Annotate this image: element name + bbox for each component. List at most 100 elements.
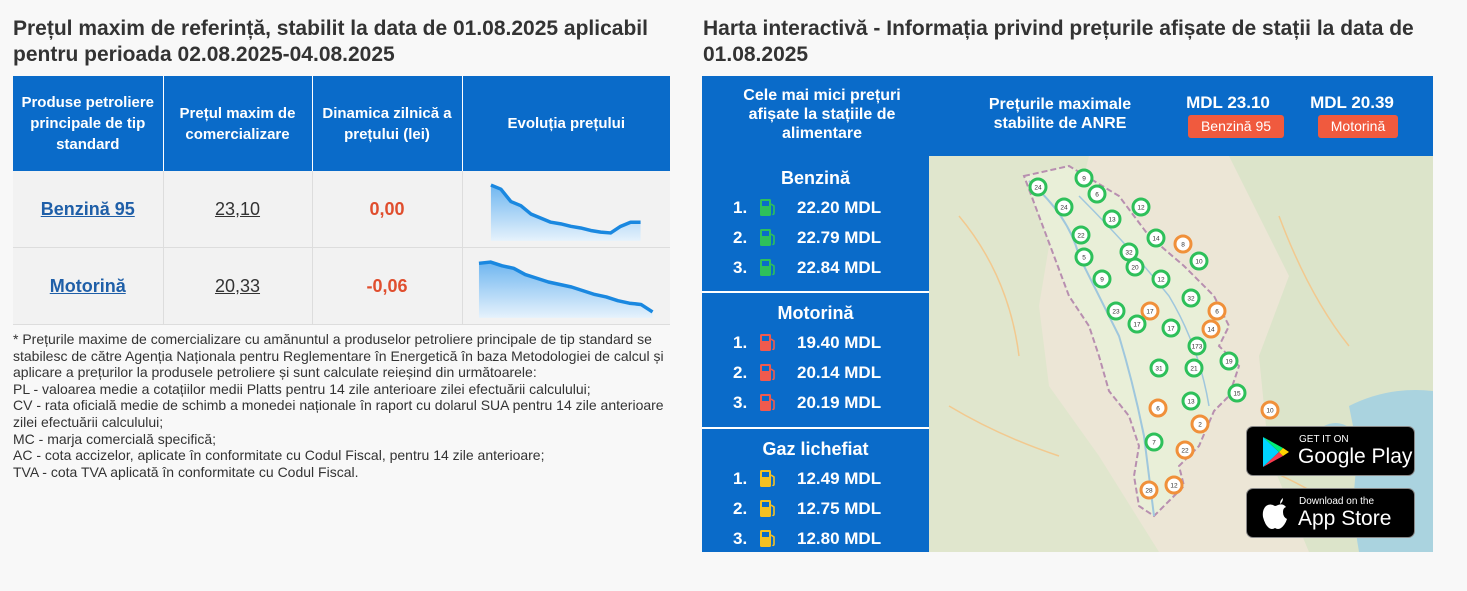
rank-number: 3. bbox=[733, 529, 748, 548]
note-line: PL - valoarea medie a cotațiilor medii P… bbox=[13, 380, 591, 397]
product-cell: Benzină 95 bbox=[13, 171, 164, 248]
station-marker[interactable] bbox=[1092, 269, 1112, 289]
max-price-benzina-value: MDL 23.10 bbox=[1186, 93, 1270, 112]
station-marker-label: 22 bbox=[1181, 448, 1189, 455]
interactive-map[interactable]: 24 9 6 24 13 12 22 14 8 5 32 20 9 12 10 32 23 17 6 17 17 14 17… bbox=[929, 156, 1433, 552]
station-marker-label: 9 bbox=[1082, 176, 1086, 183]
list-item[interactable]: 1. 19.40 MDL bbox=[702, 327, 929, 357]
station-marker[interactable] bbox=[1219, 351, 1239, 371]
app-store-small-text: Download on the bbox=[1299, 496, 1375, 507]
station-marker[interactable] bbox=[1181, 288, 1201, 308]
station-marker-label: 24 bbox=[1060, 205, 1068, 212]
list-item[interactable]: 2. 20.14 MDL bbox=[702, 357, 929, 387]
list-item[interactable]: 1. 12.49 MDL bbox=[702, 463, 929, 493]
table-header-row: Produse petroliere principale de tip sta… bbox=[13, 76, 670, 171]
station-marker[interactable] bbox=[1175, 440, 1195, 460]
fuel-group-title: Motorină bbox=[777, 303, 854, 323]
station-marker[interactable] bbox=[1125, 257, 1145, 277]
station-marker-label: 15 bbox=[1233, 391, 1241, 398]
list-item[interactable]: 3. 22.84 MDL bbox=[702, 252, 929, 282]
fuel-group: Gaz lichefiat 1. 12.49 MDL 2. 12.75 MDL 3. 12.… bbox=[702, 427, 929, 552]
station-marker[interactable] bbox=[1260, 400, 1280, 420]
station-marker[interactable] bbox=[1184, 358, 1204, 378]
station-marker[interactable] bbox=[1187, 336, 1207, 356]
station-marker[interactable] bbox=[1127, 314, 1147, 334]
product-link-benzina[interactable]: Benzină 95 bbox=[40, 198, 135, 219]
station-marker[interactable] bbox=[1151, 269, 1171, 289]
list-item[interactable]: 3. 20.19 MDL bbox=[702, 387, 929, 417]
app-store-large-text: App Store bbox=[1298, 507, 1392, 530]
station-marker[interactable] bbox=[1227, 383, 1247, 403]
fuel-pump-icon bbox=[760, 470, 775, 487]
note-line: TVA - cota TVA aplicată în conformitate … bbox=[13, 463, 359, 480]
list-item[interactable]: 2. 22.79 MDL bbox=[702, 222, 929, 252]
station-marker[interactable] bbox=[1074, 247, 1094, 267]
station-marker[interactable] bbox=[1102, 209, 1122, 229]
max-price-benzina[interactable]: 23,10 bbox=[214, 198, 261, 219]
station-marker-label: 14 bbox=[1152, 236, 1160, 243]
station-marker[interactable] bbox=[1190, 414, 1210, 434]
station-marker-label: 20 bbox=[1131, 265, 1139, 272]
station-marker[interactable] bbox=[1189, 251, 1209, 271]
station-marker-label: 173 bbox=[1192, 344, 1203, 351]
station-marker-label: 5 bbox=[1082, 255, 1086, 262]
station-marker-label: 12 bbox=[1157, 277, 1165, 284]
note-line: MC - marja comercială specifică; bbox=[13, 430, 217, 447]
station-marker-label: 14 bbox=[1207, 327, 1215, 334]
station-marker[interactable] bbox=[1131, 197, 1151, 217]
station-marker[interactable] bbox=[1087, 184, 1107, 204]
station-marker[interactable] bbox=[1139, 480, 1159, 500]
list-item[interactable]: 1. 22.20 MDL bbox=[702, 192, 929, 222]
section-title-map: Harta interactivă - Informația privind p… bbox=[703, 17, 1414, 66]
dynamic-cell: 0,00 bbox=[312, 171, 463, 248]
station-marker[interactable] bbox=[1161, 318, 1181, 338]
fuel-group-title: Benzină bbox=[780, 168, 850, 188]
section-title-prices: Prețul maxim de referință, stabilit la d… bbox=[13, 17, 648, 66]
station-marker[interactable] bbox=[1149, 358, 1169, 378]
google-play-small-text: GET IT ON bbox=[1299, 434, 1349, 445]
station-marker[interactable] bbox=[1148, 398, 1168, 418]
station-marker[interactable] bbox=[1181, 391, 1201, 411]
max-price-motorina[interactable]: 20,33 bbox=[214, 275, 261, 296]
fuel-pump-icon bbox=[760, 530, 775, 547]
product-link-motorina[interactable]: Motorină bbox=[49, 275, 126, 296]
lowest-price-value: 22.84 MDL bbox=[797, 258, 882, 277]
lowest-prices-list: Benzină 1. 22.20 MDL 2. 22.79 MDL 3. 22.84 MDL… bbox=[702, 156, 929, 552]
station-marker[interactable] bbox=[1028, 177, 1048, 197]
rank-number: 1. bbox=[733, 198, 748, 217]
station-marker-label: 24 bbox=[1034, 185, 1042, 192]
station-marker-label: 17 bbox=[1167, 326, 1175, 333]
station-marker[interactable] bbox=[1074, 168, 1094, 188]
station-marker[interactable] bbox=[1207, 301, 1227, 321]
google-play-large-text: Google Play bbox=[1298, 445, 1413, 468]
station-marker[interactable] bbox=[1146, 228, 1166, 248]
list-item[interactable]: 3. 12.80 MDL bbox=[702, 523, 929, 553]
column-header-products: Produse petroliere principale de tip sta… bbox=[13, 76, 164, 171]
app-store-button[interactable]: Download on the App Store bbox=[1246, 488, 1415, 538]
station-marker[interactable] bbox=[1201, 319, 1221, 339]
station-marker[interactable] bbox=[1054, 197, 1074, 217]
station-marker[interactable] bbox=[1140, 301, 1160, 321]
fuel-pump-icon bbox=[760, 334, 775, 351]
station-marker[interactable] bbox=[1164, 475, 1184, 495]
lowest-price-value: 20.19 MDL bbox=[797, 393, 882, 412]
lowest-price-value: 12.49 MDL bbox=[797, 469, 882, 488]
fuel-group: Motorină 1. 19.40 MDL 2. 20.14 MDL 3. 20.19 MD… bbox=[702, 291, 929, 416]
google-play-button[interactable]: GET IT ON Google Play bbox=[1246, 426, 1415, 476]
sparkline-area bbox=[490, 185, 641, 241]
price-table: Produse petroliere principale de tip sta… bbox=[13, 76, 670, 325]
station-marker[interactable] bbox=[1071, 225, 1091, 245]
max-prices-label: Prețurile maximale stabilite de ANRE bbox=[988, 96, 1132, 132]
station-marker-label: 23 bbox=[1112, 309, 1120, 316]
station-marker[interactable] bbox=[1144, 432, 1164, 452]
list-item[interactable]: 2. 12.75 MDL bbox=[702, 493, 929, 523]
lowest-price-value: 22.79 MDL bbox=[797, 228, 882, 247]
table-row: Motorină 20,33 -0,06 bbox=[13, 247, 670, 325]
rank-number: 2. bbox=[733, 363, 748, 382]
note-line: * Prețurile maxime de comercializare cu … bbox=[13, 331, 664, 381]
dynamic-cell: -0,06 bbox=[312, 247, 463, 325]
station-marker[interactable] bbox=[1173, 234, 1193, 254]
station-marker[interactable] bbox=[1106, 301, 1126, 321]
rank-number: 2. bbox=[733, 228, 748, 247]
